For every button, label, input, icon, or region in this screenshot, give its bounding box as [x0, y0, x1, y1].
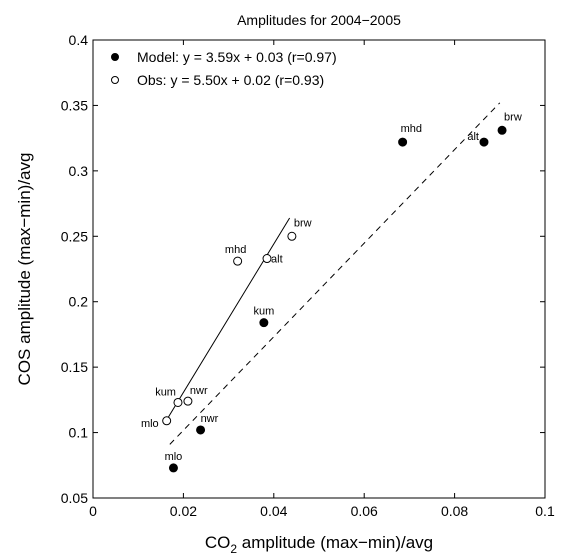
x-tick-label: 0 — [89, 503, 97, 519]
x-tick-label: 0.06 — [351, 503, 378, 519]
y-tick-label: 0.2 — [69, 294, 89, 310]
model-point-mhd — [398, 137, 408, 147]
obs-label-brw: brw — [294, 217, 312, 229]
obs-point-mlo — [162, 416, 172, 426]
x-tick-label: 0.02 — [170, 503, 197, 519]
model-label-kum: kum — [253, 306, 274, 318]
obs-label-kum: kum — [155, 386, 176, 398]
model-label-brw: brw — [504, 111, 522, 123]
legend-model-label: Model: y = 3.59x + 0.03 (r=0.97) — [137, 49, 337, 65]
model-point-alt — [479, 137, 489, 147]
model-label-mhd: mhd — [401, 123, 422, 135]
model-point-mlo — [168, 463, 178, 473]
y-tick-label: 0.35 — [61, 97, 88, 113]
obs-point-mhd — [233, 256, 243, 266]
legend-obs-marker — [111, 76, 119, 84]
obs-point-alt — [262, 254, 272, 264]
plot-frame — [92, 39, 546, 499]
obs-label-mlo: mlo — [141, 418, 159, 430]
y-axis-label: COS amplitude (max−min)/avg — [15, 153, 34, 386]
model-point-nwr — [196, 425, 206, 435]
y-tick-label: 0.4 — [69, 32, 89, 48]
model-label-nwr: nwr — [201, 413, 219, 425]
model-label-mlo: mlo — [165, 451, 183, 463]
obs-point-kum — [173, 397, 183, 407]
y-tick-label: 0.25 — [61, 228, 88, 244]
model-label-alt: alt — [467, 131, 479, 143]
obs-label-nwr: nwr — [190, 385, 208, 397]
model-fit-line — [169, 102, 501, 445]
model-point-kum — [259, 318, 269, 328]
obs-label-alt: alt — [271, 254, 283, 266]
y-tick-label: 0.05 — [61, 490, 88, 506]
y-tick-label: 0.15 — [61, 359, 88, 375]
model-point-brw — [497, 125, 507, 135]
obs-point-nwr — [183, 396, 193, 406]
y-tick-label: 0.3 — [69, 163, 89, 179]
obs-point-brw — [287, 231, 297, 241]
x-tick-label: 0.1 — [535, 503, 555, 519]
chart-title: Amplitudes for 2004−2005 — [237, 12, 401, 28]
legend-obs-label: Obs: y = 5.50x + 0.02 (r=0.93) — [137, 72, 324, 88]
obs-label-mhd: mhd — [225, 244, 246, 256]
obs-fit-line — [164, 217, 291, 423]
x-tick-label: 0.04 — [260, 503, 287, 519]
legend-model-marker — [111, 53, 119, 61]
x-tick-label: 0.08 — [441, 503, 468, 519]
x-axis-label: CO2 amplitude (max−min)/avg — [205, 533, 433, 555]
y-tick-label: 0.1 — [69, 425, 89, 441]
